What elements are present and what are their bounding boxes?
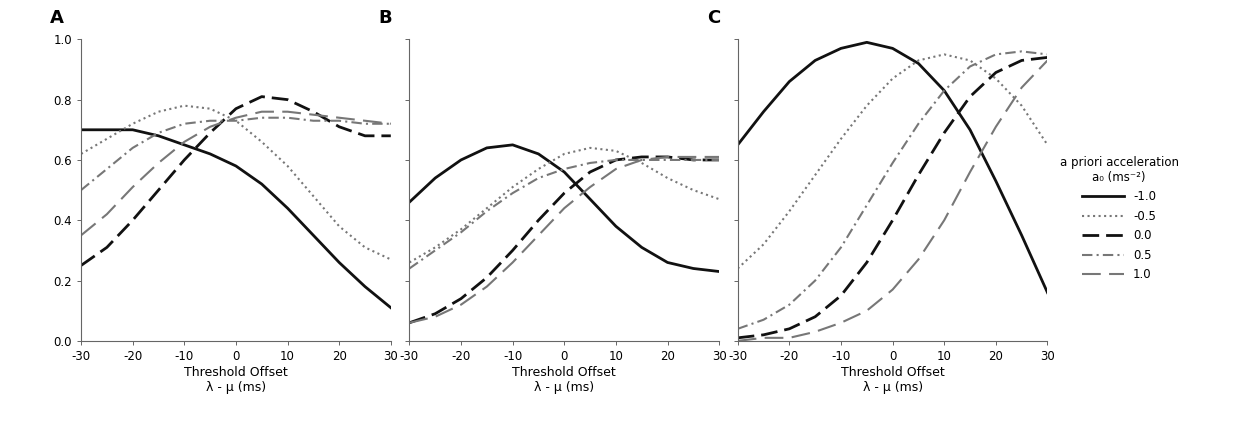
Text: C: C	[707, 9, 720, 27]
Text: B: B	[378, 9, 392, 27]
X-axis label: Threshold Offset
λ - μ (ms): Threshold Offset λ - μ (ms)	[185, 366, 288, 394]
Text: A: A	[50, 9, 64, 27]
Legend: -1.0, -0.5, 0.0, 0.5, 1.0: -1.0, -0.5, 0.0, 0.5, 1.0	[1060, 156, 1178, 281]
X-axis label: Threshold Offset
λ - μ (ms): Threshold Offset λ - μ (ms)	[513, 366, 616, 394]
X-axis label: Threshold Offset
λ - μ (ms): Threshold Offset λ - μ (ms)	[840, 366, 944, 394]
